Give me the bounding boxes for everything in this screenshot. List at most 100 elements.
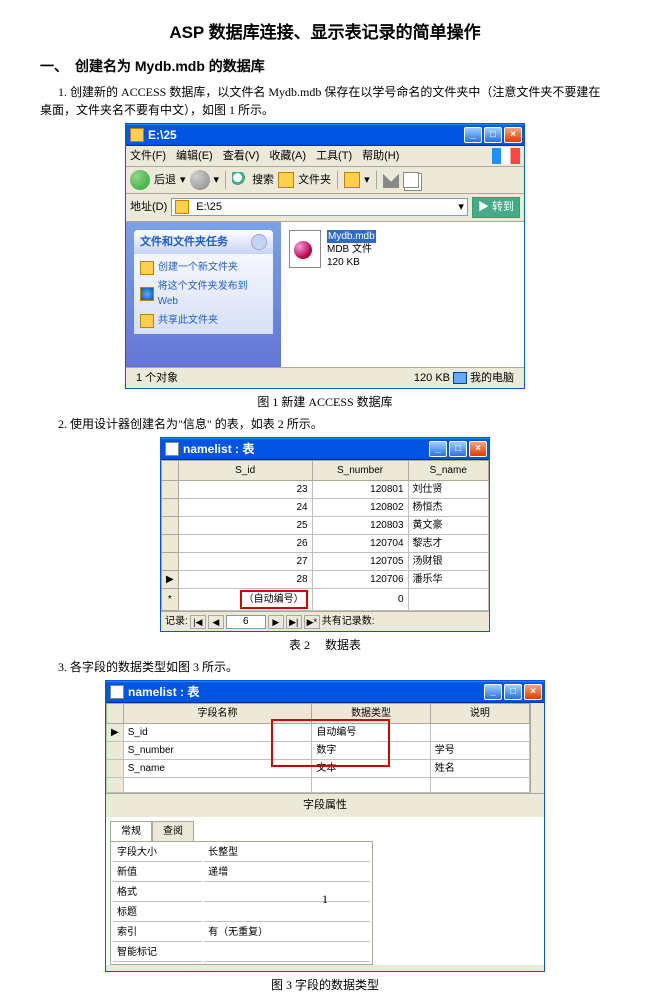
task-item[interactable]: 创建一个新文件夹	[140, 258, 267, 277]
task-pane: 文件和文件夹任务 创建一个新文件夹 将这个文件夹发布到 Web 共享此文件夹	[126, 222, 281, 367]
property-tabs: 常规 查阅	[110, 821, 540, 841]
minimize-button[interactable]: _	[429, 441, 447, 457]
data-table[interactable]: S_idS_numberS_name 23120801刘仕贤 24120802杨…	[161, 460, 489, 611]
maximize-button[interactable]: □	[449, 441, 467, 457]
copy-icon[interactable]	[403, 172, 419, 188]
caption-2: 表 2 数据表	[40, 636, 610, 654]
page-number: 1	[322, 890, 328, 908]
file-info: Mydb.mdb MDB 文件 120 KB	[327, 230, 376, 269]
back-icon[interactable]	[130, 170, 150, 190]
status-bar: 1 个对象 120 KB 我的电脑	[126, 367, 524, 389]
address-input[interactable]: E:\25 ▾	[171, 198, 468, 216]
address-bar: 地址(D) E:\25 ▾ ▶ 转到	[126, 194, 524, 222]
close-button[interactable]: ×	[469, 441, 487, 457]
task-item[interactable]: 将这个文件夹发布到 Web	[140, 277, 267, 311]
titlebar[interactable]: E:\25 _ □ ×	[126, 124, 524, 146]
close-button[interactable]: ×	[504, 127, 522, 143]
menu-fav[interactable]: 收藏(A)	[269, 148, 306, 165]
explorer-body: 文件和文件夹任务 创建一个新文件夹 将这个文件夹发布到 Web 共享此文件夹 M…	[126, 222, 524, 367]
col-header: 字段名称	[123, 704, 312, 724]
access-datasheet-window: namelist : 表 _ □ × S_idS_numberS_name 23…	[160, 437, 490, 632]
cut-icon[interactable]	[383, 172, 399, 188]
autonumber-highlight: （自动编号）	[240, 590, 308, 609]
window-title: namelist : 表	[128, 683, 199, 701]
file-name[interactable]: Mydb.mdb	[327, 230, 376, 243]
window-title: E:\25	[148, 126, 177, 144]
col-header: 数据类型	[312, 704, 430, 724]
menubar: 文件(F) 编辑(E) 查看(V) 收藏(A) 工具(T) 帮助(H)	[126, 146, 524, 168]
file-area[interactable]: Mydb.mdb MDB 文件 120 KB	[281, 222, 524, 367]
file-size: 120 KB	[327, 256, 376, 269]
caption-3: 图 3 字段的数据类型	[40, 976, 610, 994]
address-label: 地址(D)	[130, 199, 167, 216]
col-header: S_name	[408, 461, 488, 481]
search-icon[interactable]	[232, 172, 248, 188]
record-nav: 记录: |◀ ◀ 6 ▶ ▶| ▶* 共有记录数:	[161, 611, 489, 631]
folders-icon[interactable]	[278, 172, 294, 188]
para-1: 1. 创建新的 ACCESS 数据库，以文件名 Mydb.mdb 保存在以学号命…	[40, 83, 610, 119]
design-table[interactable]: 字段名称数据类型说明 ▶S_id自动编号 S_number数字学号 S_name…	[106, 703, 530, 793]
menu-help[interactable]: 帮助(H)	[362, 148, 399, 165]
status-location: 我的电脑	[470, 370, 514, 387]
task-item[interactable]: 共享此文件夹	[140, 311, 267, 330]
forward-icon[interactable]	[190, 170, 210, 190]
status-size: 120 KB	[414, 370, 450, 387]
folder-icon	[175, 200, 189, 214]
minimize-button[interactable]: _	[464, 127, 482, 143]
search-label[interactable]: 搜索	[252, 172, 274, 189]
doc-title: ASP 数据库连接、显示表记录的简单操作	[40, 20, 610, 46]
nav-next[interactable]: ▶	[268, 615, 284, 629]
col-header: S_number	[312, 461, 408, 481]
menu-edit[interactable]: 编辑(E)	[176, 148, 213, 165]
col-header: 说明	[430, 704, 529, 724]
col-header: S_id	[178, 461, 312, 481]
close-button[interactable]: ×	[524, 684, 542, 700]
address-value: E:\25	[196, 199, 222, 216]
tab-lookup[interactable]: 查阅	[152, 821, 194, 841]
record-label: 记录:	[165, 614, 188, 629]
nav-last[interactable]: ▶|	[286, 615, 302, 629]
mdb-file-icon[interactable]	[289, 230, 321, 268]
para-2: 2. 使用设计器创建名为"信息" 的表，如表 2 所示。	[40, 415, 610, 433]
nav-new[interactable]: ▶*	[304, 615, 320, 629]
maximize-button[interactable]: □	[484, 127, 502, 143]
field-props-header: 字段属性	[106, 793, 544, 817]
para-3: 3. 各字段的数据类型如图 3 所示。	[40, 658, 610, 676]
window-title: namelist : 表	[183, 440, 254, 458]
web-icon	[140, 287, 154, 301]
table-icon	[165, 442, 179, 456]
nav-prev[interactable]: ◀	[208, 615, 224, 629]
file-type: MDB 文件	[327, 243, 376, 256]
windows-flag-icon	[492, 148, 520, 164]
folder-icon	[130, 128, 144, 142]
new-folder-icon	[140, 261, 154, 275]
titlebar[interactable]: namelist : 表 _ □ ×	[106, 681, 544, 703]
titlebar[interactable]: namelist : 表 _ □ ×	[161, 438, 489, 460]
explorer-window: E:\25 _ □ × 文件(F) 编辑(E) 查看(V) 收藏(A) 工具(T…	[125, 123, 525, 390]
status-count: 1 个对象	[130, 370, 184, 387]
task-header[interactable]: 文件和文件夹任务	[134, 230, 273, 255]
table-icon	[110, 685, 124, 699]
scrollbar[interactable]	[530, 703, 544, 793]
back-label[interactable]: 后退	[154, 172, 176, 189]
menu-view[interactable]: 查看(V)	[223, 148, 260, 165]
section-heading: 一、 创建名为 Mydb.mdb 的数据库	[40, 56, 610, 77]
menu-tools[interactable]: 工具(T)	[316, 148, 352, 165]
record-total: 共有记录数:	[322, 614, 375, 629]
maximize-button[interactable]: □	[504, 684, 522, 700]
access-design-window: namelist : 表 _ □ × 字段名称数据类型说明 ▶S_id自动编号 …	[105, 680, 545, 972]
go-button[interactable]: ▶ 转到	[472, 197, 520, 218]
nav-first[interactable]: |◀	[190, 615, 206, 629]
nav-current[interactable]: 6	[226, 615, 266, 629]
property-table[interactable]: 字段大小长整型 新值递增 格式 标题 索引有（无重复） 智能标记	[110, 841, 373, 965]
folders-label[interactable]: 文件夹	[298, 172, 331, 189]
share-icon	[140, 314, 154, 328]
caption-1: 图 1 新建 ACCESS 数据库	[40, 393, 610, 411]
chevron-icon[interactable]	[251, 234, 267, 250]
menu-file[interactable]: 文件(F)	[130, 148, 166, 165]
views-icon[interactable]	[344, 172, 360, 188]
tab-general[interactable]: 常规	[110, 821, 152, 841]
minimize-button[interactable]: _	[484, 684, 502, 700]
toolbar: 后退▾ ▾ 搜索 文件夹 ▾	[126, 167, 524, 194]
computer-icon	[453, 372, 467, 384]
